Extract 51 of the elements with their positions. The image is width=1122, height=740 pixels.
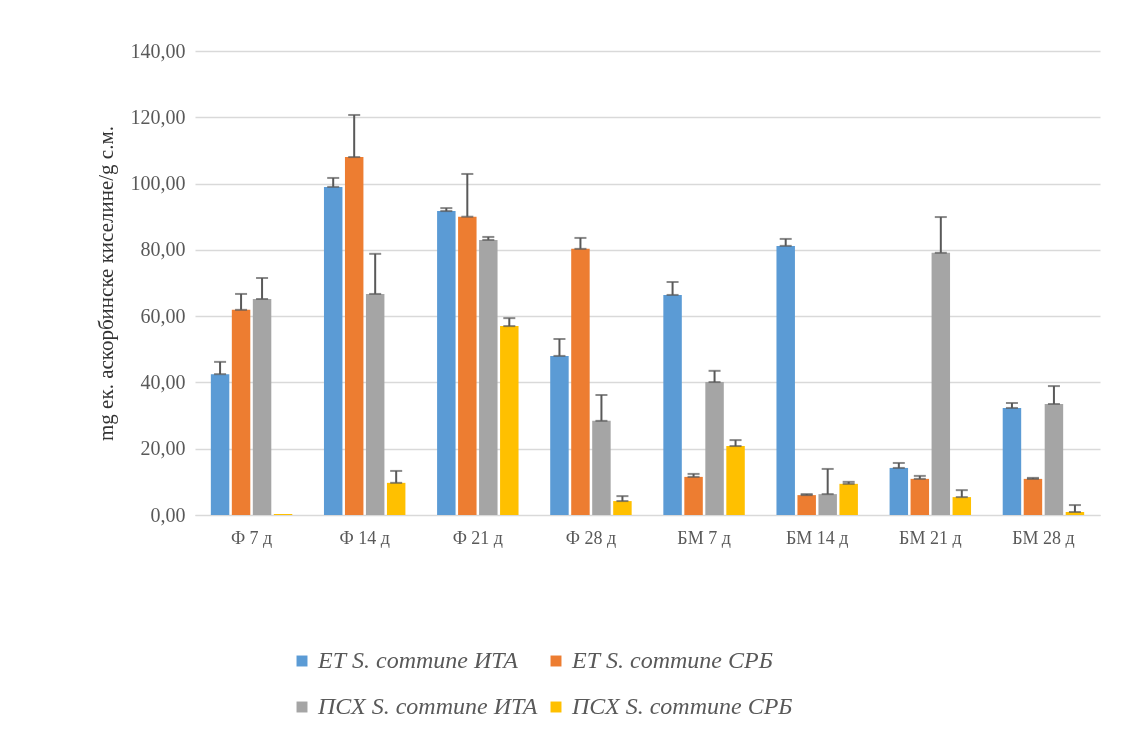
y-tick-label: 100,00 xyxy=(130,172,186,195)
x-tick-label: БМ 28 д xyxy=(1012,527,1075,548)
bar xyxy=(344,157,364,515)
bar xyxy=(818,494,837,515)
bar xyxy=(386,482,406,515)
y-tick-label: 140,00 xyxy=(130,39,186,62)
bar xyxy=(776,245,795,515)
bar xyxy=(550,355,569,515)
x-tick-label: Ф 21 д xyxy=(452,527,504,548)
y-tick-label: 80,00 xyxy=(140,238,186,261)
bar xyxy=(323,186,343,515)
legend-label: ПСХ S. commune ИТА xyxy=(317,693,538,719)
x-tick-label: БМ 14 д xyxy=(785,527,849,548)
y-tick-label: 60,00 xyxy=(140,304,186,327)
bar xyxy=(479,239,498,515)
bar xyxy=(437,211,456,515)
bar xyxy=(500,326,519,515)
bar xyxy=(889,467,909,515)
x-tick-label: БМ 21 д xyxy=(899,527,962,548)
bar xyxy=(1044,403,1064,515)
x-tick-label: Ф 28 д xyxy=(565,527,617,548)
x-tick-label: БМ 7 д xyxy=(677,527,731,548)
y-axis-title: mg ек. аскорбинске киселине/g с.м. xyxy=(93,126,118,441)
bar xyxy=(910,478,930,515)
legend-label: ЕТ S. commune СРБ xyxy=(571,647,773,673)
legend-label: ЕТ S. commune ИТА xyxy=(317,647,519,673)
bar xyxy=(726,446,745,515)
bar xyxy=(210,374,230,515)
bar xyxy=(571,248,590,515)
bar xyxy=(663,294,682,515)
bar xyxy=(458,216,477,515)
bar xyxy=(613,501,632,515)
bar xyxy=(1023,478,1043,515)
bar xyxy=(592,420,611,515)
bar xyxy=(684,476,703,515)
legend-label: ПСХ S. commune СРБ xyxy=(571,693,793,719)
y-tick-label: 40,00 xyxy=(140,370,186,393)
y-tick-label: 0,00 xyxy=(150,503,186,526)
bar xyxy=(952,497,972,515)
x-tick-label: Ф 7 д xyxy=(230,527,273,548)
y-tick-label: 20,00 xyxy=(140,437,186,460)
bar xyxy=(1002,407,1022,515)
bar xyxy=(797,495,816,515)
bar xyxy=(365,293,385,515)
bar xyxy=(839,483,858,515)
bar xyxy=(231,309,251,515)
bar xyxy=(705,382,724,515)
x-tick-label: Ф 14 д xyxy=(339,527,390,548)
y-tick-label: 120,00 xyxy=(130,105,186,128)
bar xyxy=(252,298,272,515)
bar xyxy=(931,252,951,515)
